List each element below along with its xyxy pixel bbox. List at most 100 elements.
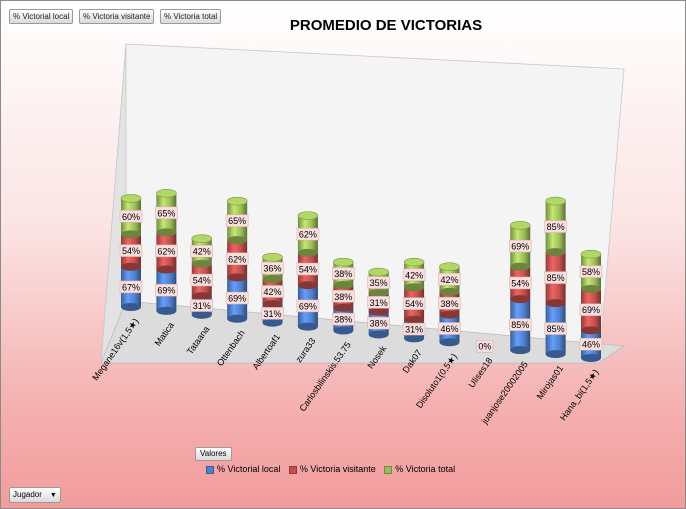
data-label: 38% bbox=[440, 299, 458, 309]
bar-segment-bottom bbox=[368, 307, 389, 316]
bar-segment-bottom bbox=[121, 230, 141, 239]
data-label-bg bbox=[544, 322, 567, 335]
field-button-local[interactable]: % Victorial local bbox=[9, 9, 74, 24]
category-label: Hana_bi(1,5★) bbox=[558, 367, 601, 422]
legend-item-total: % Victoria total bbox=[384, 464, 455, 474]
bar-segment-bottom bbox=[297, 322, 318, 331]
bar-top-cap bbox=[156, 189, 177, 198]
legend-swatch-total bbox=[384, 465, 393, 474]
bar-segment-bottom bbox=[581, 326, 601, 335]
data-label-bg bbox=[296, 299, 320, 313]
data-label-bg bbox=[508, 318, 532, 331]
data-label-bg bbox=[155, 283, 178, 297]
data-label: 54% bbox=[193, 276, 211, 286]
bar-top-cap bbox=[403, 257, 425, 267]
bar-top-cap bbox=[262, 252, 283, 262]
bar-top-cap bbox=[580, 249, 602, 259]
bar-segment-bottom bbox=[227, 273, 248, 282]
bar-segment-bottom bbox=[404, 334, 425, 343]
data-label: 31% bbox=[405, 325, 423, 335]
chart-title: PROMEDIO DE VICTORIAS bbox=[289, 17, 483, 34]
data-label-bg bbox=[190, 299, 214, 312]
bar-top-cap bbox=[545, 196, 566, 206]
data-label: 62% bbox=[228, 254, 246, 264]
bar-segment-bottom bbox=[439, 338, 460, 347]
bar-segment-bottom bbox=[297, 248, 318, 257]
bar-segment-bottom bbox=[262, 300, 283, 309]
data-label-bg bbox=[332, 267, 355, 280]
bar-top-cap bbox=[120, 194, 142, 203]
data-label: 62% bbox=[157, 246, 175, 256]
data-label-bg bbox=[402, 268, 426, 282]
bar-segment-bottom bbox=[510, 295, 531, 304]
data-label: 69% bbox=[228, 294, 246, 304]
data-label: 69% bbox=[582, 305, 600, 315]
data-label-bg bbox=[367, 276, 390, 289]
bar-segment-bottom bbox=[404, 283, 425, 292]
jugador-label: Jugador bbox=[13, 490, 42, 499]
field-button-total[interactable]: % Victoria total bbox=[160, 9, 222, 24]
data-label: 46% bbox=[440, 324, 458, 334]
data-label: 38% bbox=[334, 269, 352, 279]
jugador-filter-button[interactable]: Jugador ▼ bbox=[9, 487, 61, 503]
data-label-bg bbox=[508, 276, 532, 290]
data-label-bg bbox=[544, 271, 567, 284]
data-label: 85% bbox=[547, 324, 565, 334]
data-label: 0% bbox=[478, 342, 491, 352]
bar-segment-bottom bbox=[156, 265, 177, 274]
data-label-bg bbox=[190, 244, 214, 258]
bar-segment-bottom bbox=[262, 318, 283, 327]
bar-segment-bottom bbox=[191, 292, 212, 301]
bar-segment-bottom bbox=[227, 236, 248, 245]
data-label: 65% bbox=[228, 216, 246, 226]
data-label-bg bbox=[438, 322, 461, 335]
data-label: 85% bbox=[547, 273, 565, 283]
bar-segment-bottom bbox=[156, 306, 177, 315]
data-label-bg bbox=[402, 322, 426, 336]
bar-segment-bottom bbox=[191, 310, 212, 319]
data-label: 42% bbox=[264, 287, 282, 297]
data-label-bg bbox=[119, 210, 143, 223]
data-label-bg bbox=[261, 307, 284, 320]
data-label-bg bbox=[225, 291, 249, 305]
bar-top-cap bbox=[297, 211, 319, 220]
data-label-bg bbox=[190, 273, 214, 287]
bar-segment-bottom bbox=[333, 303, 354, 312]
legend-label-visitante: % Victoria visitante bbox=[299, 464, 376, 474]
bar-segment-bottom bbox=[297, 281, 318, 290]
data-label-bg bbox=[579, 265, 603, 278]
data-label-bg bbox=[476, 339, 494, 353]
bar-segment-bottom bbox=[227, 314, 248, 323]
bar-segment-bottom bbox=[510, 262, 531, 271]
data-label: 58% bbox=[582, 267, 600, 277]
legend-swatch-visitante bbox=[288, 465, 297, 474]
bar-segment-bottom bbox=[333, 326, 354, 335]
data-label-bg bbox=[119, 280, 143, 294]
legend-label-local: % Victorial local bbox=[217, 464, 281, 474]
data-label-bg bbox=[119, 244, 143, 257]
data-label-bg bbox=[261, 261, 284, 275]
data-label: 42% bbox=[193, 247, 211, 257]
valores-button[interactable]: Valores bbox=[195, 447, 232, 461]
bar-segment-bottom bbox=[545, 248, 566, 257]
dropdown-arrow-icon: ▼ bbox=[49, 492, 57, 499]
data-label: 69% bbox=[157, 286, 175, 296]
bar-top-cap bbox=[509, 221, 531, 230]
data-label-bg bbox=[438, 297, 461, 310]
data-label-bg bbox=[402, 297, 426, 310]
data-label: 54% bbox=[122, 246, 140, 256]
bar-top-cap bbox=[226, 196, 248, 206]
bar-segment-bottom bbox=[368, 289, 389, 298]
data-label-bg bbox=[544, 220, 567, 233]
data-label-bg bbox=[508, 239, 532, 253]
field-button-visitante[interactable]: % Victoria visitante bbox=[79, 9, 155, 24]
data-label: 35% bbox=[370, 278, 388, 288]
data-label-bg bbox=[155, 206, 178, 220]
data-label: 36% bbox=[264, 264, 282, 274]
bar-segment-bottom bbox=[439, 287, 460, 296]
bar-segment-bottom bbox=[121, 262, 141, 271]
legend: % Victorial local % Victoria visitante %… bbox=[206, 464, 461, 474]
data-label-bg bbox=[332, 312, 355, 326]
data-label: 54% bbox=[405, 299, 423, 309]
